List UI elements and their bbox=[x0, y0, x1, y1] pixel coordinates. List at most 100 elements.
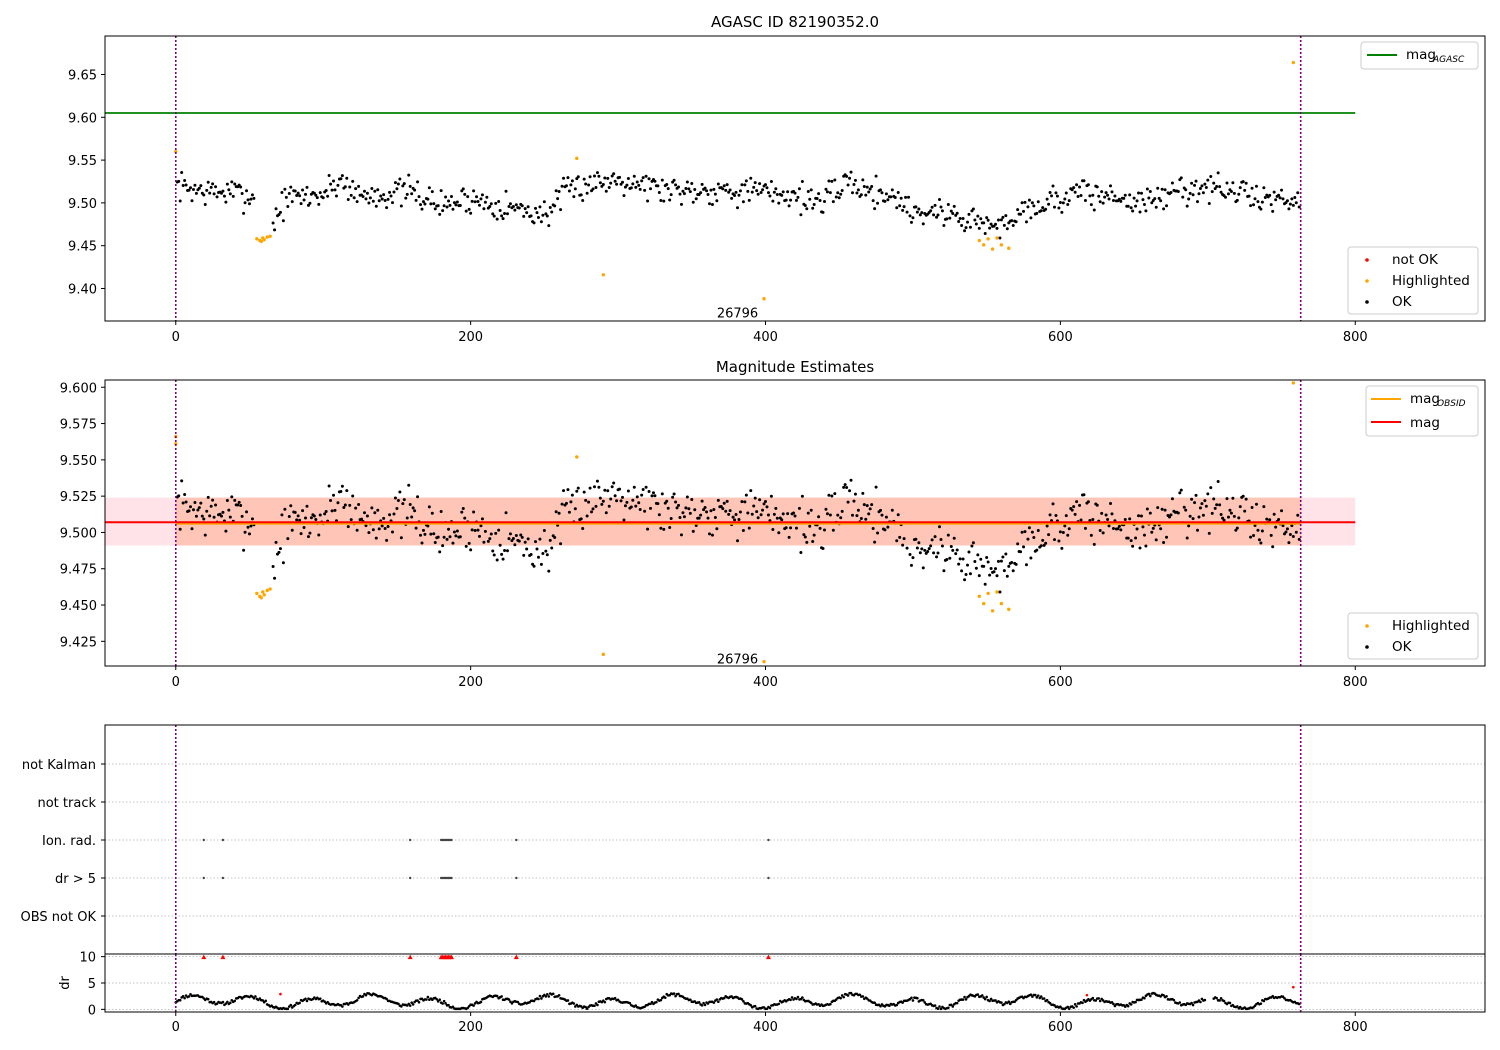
ok-point bbox=[1231, 496, 1235, 500]
ok-point bbox=[1237, 192, 1241, 196]
dr-point bbox=[572, 1002, 576, 1005]
dr-point bbox=[1238, 1005, 1242, 1009]
ok-point bbox=[221, 510, 225, 514]
ok-point bbox=[187, 188, 191, 192]
ok-point bbox=[1024, 220, 1028, 224]
ok-point bbox=[1215, 185, 1219, 189]
ok-point bbox=[725, 499, 729, 503]
ok-point bbox=[501, 557, 505, 561]
ok-point bbox=[870, 185, 874, 189]
ok-point bbox=[821, 210, 825, 214]
dr-point bbox=[938, 1005, 941, 1008]
ok-point bbox=[581, 526, 585, 530]
ok-point bbox=[433, 541, 437, 545]
ok-point bbox=[960, 224, 964, 228]
highlighted-point bbox=[174, 442, 178, 446]
ok-point bbox=[228, 515, 232, 519]
ok-point bbox=[371, 528, 375, 532]
dr-point bbox=[438, 998, 441, 1002]
dr-point bbox=[712, 1001, 716, 1004]
dr-point bbox=[537, 997, 540, 1001]
ok-point bbox=[1272, 190, 1276, 194]
dr-point bbox=[495, 994, 499, 998]
dr-point bbox=[858, 993, 862, 997]
ok-point bbox=[737, 193, 741, 197]
ok-point bbox=[865, 504, 869, 508]
dr-point bbox=[689, 998, 692, 1001]
dr-point bbox=[842, 995, 845, 999]
legend-mag-obsid-sub: OBSID bbox=[1437, 399, 1466, 409]
ok-point bbox=[302, 526, 306, 530]
ok-point bbox=[1250, 506, 1254, 510]
ok-point bbox=[750, 512, 754, 516]
ok-point bbox=[225, 499, 229, 503]
ok-point bbox=[386, 197, 390, 201]
ok-point bbox=[768, 194, 772, 198]
ok-point bbox=[902, 205, 906, 209]
ok-point bbox=[293, 510, 297, 514]
ok-point bbox=[808, 524, 812, 528]
ok-point bbox=[1039, 209, 1043, 213]
ok-point bbox=[246, 198, 250, 202]
ok-point bbox=[215, 195, 219, 199]
ok-point bbox=[833, 492, 837, 496]
dr-point bbox=[1199, 1000, 1202, 1004]
ok-point bbox=[831, 200, 835, 204]
ok-point bbox=[1011, 224, 1015, 228]
ok-point bbox=[1182, 505, 1186, 509]
dr-point bbox=[672, 992, 676, 995]
ok-point bbox=[961, 557, 965, 561]
ok-point bbox=[1232, 514, 1236, 518]
ok-point bbox=[557, 511, 561, 515]
dr-point bbox=[839, 996, 843, 1000]
dr-point bbox=[888, 1004, 891, 1008]
dr-point bbox=[789, 998, 792, 1002]
ok-point bbox=[441, 209, 445, 213]
ok-point bbox=[671, 495, 675, 499]
ok-point bbox=[592, 485, 596, 489]
ok-point bbox=[317, 202, 321, 206]
ok-point bbox=[545, 214, 549, 218]
ok-point bbox=[271, 221, 275, 225]
ok-point bbox=[564, 184, 568, 188]
ok-point bbox=[392, 190, 396, 194]
ok-point bbox=[948, 556, 952, 560]
ok-point bbox=[724, 509, 728, 513]
ok-point bbox=[800, 494, 804, 498]
ok-point bbox=[973, 218, 977, 222]
ok-point bbox=[1039, 544, 1043, 548]
ok-point bbox=[741, 528, 745, 532]
ok-point bbox=[1097, 194, 1101, 198]
ok-point bbox=[389, 194, 393, 198]
ok-point bbox=[401, 184, 405, 188]
ok-point bbox=[1179, 488, 1183, 492]
ok-point bbox=[541, 551, 545, 555]
ok-point bbox=[329, 499, 333, 503]
ok-point bbox=[333, 508, 337, 512]
ok-point bbox=[884, 192, 888, 196]
ok-point bbox=[582, 490, 586, 494]
ok-point bbox=[1135, 527, 1139, 531]
ok-point bbox=[775, 516, 779, 520]
ok-point bbox=[252, 196, 256, 200]
ok-point bbox=[1156, 506, 1160, 510]
ok-point bbox=[439, 189, 443, 193]
ok-point bbox=[1070, 508, 1074, 512]
ok-point bbox=[615, 182, 619, 186]
ok-point bbox=[936, 551, 940, 555]
dr-ytick-label-5: 5 bbox=[88, 977, 96, 992]
ok-point bbox=[1163, 508, 1167, 512]
ok-point bbox=[1048, 513, 1052, 517]
ok-point bbox=[1293, 196, 1297, 200]
dr-point bbox=[326, 1000, 329, 1004]
ok-point bbox=[958, 557, 962, 561]
dr-point bbox=[1297, 1002, 1301, 1006]
ok-point bbox=[626, 489, 630, 493]
ok-point bbox=[935, 215, 939, 219]
ok-point bbox=[740, 183, 744, 187]
ok-point bbox=[1026, 205, 1030, 209]
dr-point bbox=[865, 997, 869, 1000]
ok-point bbox=[765, 186, 769, 190]
ok-point bbox=[243, 530, 247, 534]
ok-point bbox=[181, 184, 185, 188]
